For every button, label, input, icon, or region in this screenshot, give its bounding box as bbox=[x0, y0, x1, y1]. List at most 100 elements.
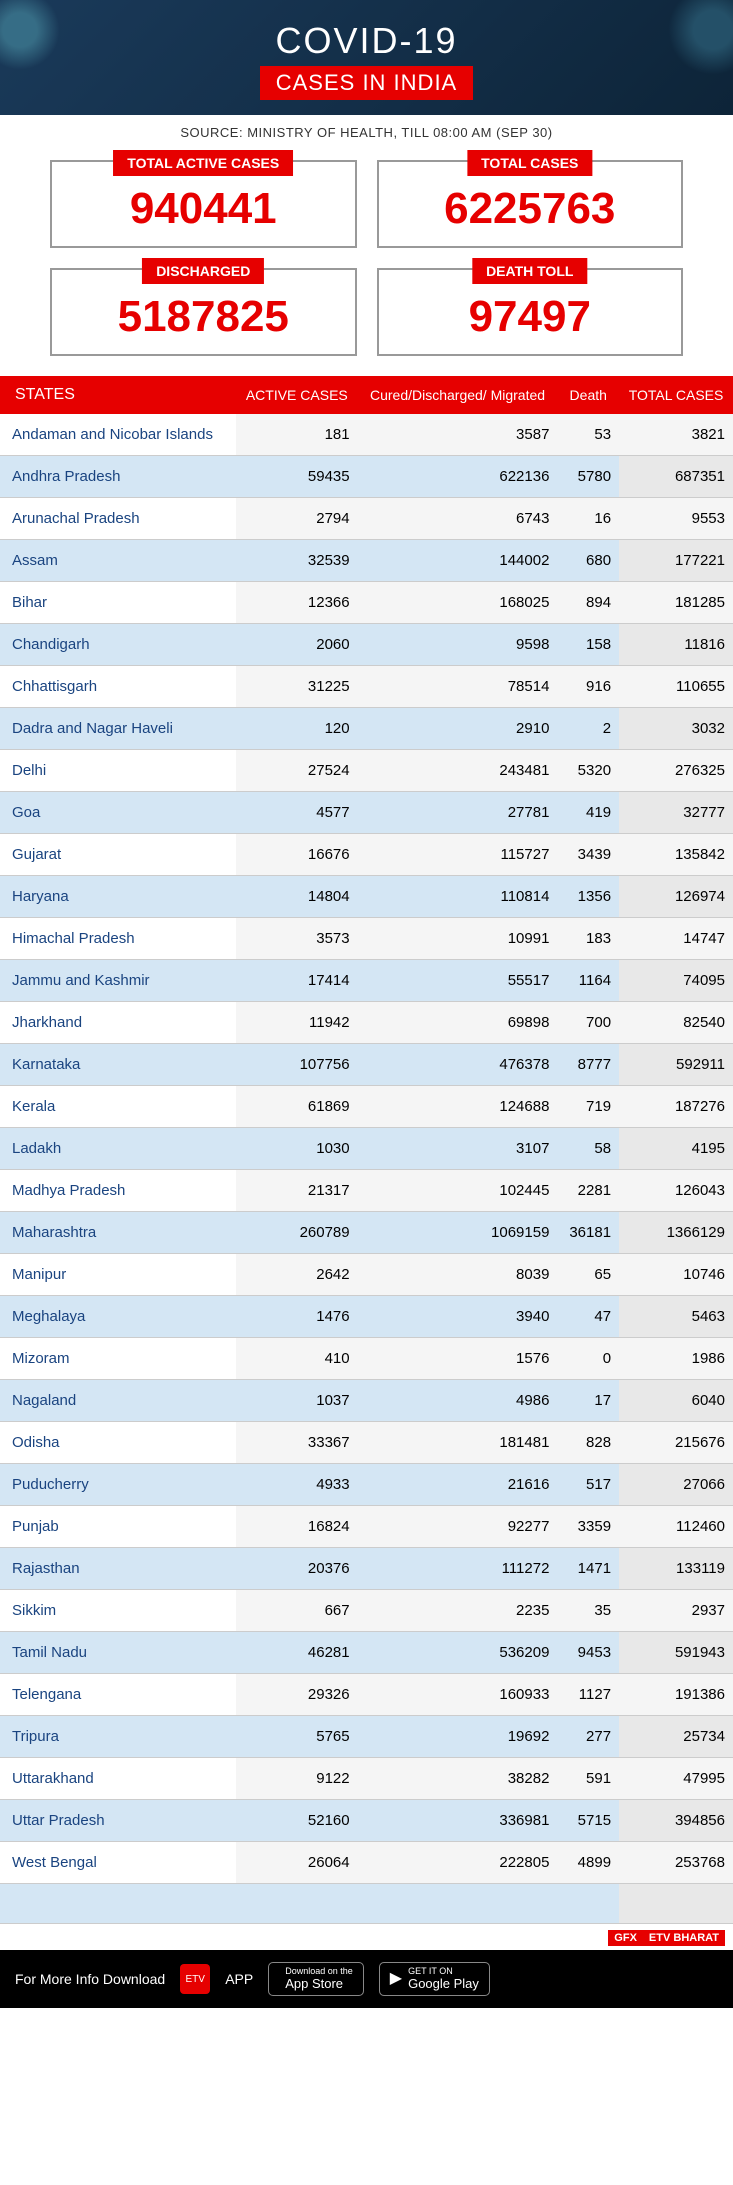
cell-value: 622136 bbox=[358, 456, 558, 498]
table-row: Punjab16824922773359112460 bbox=[0, 1506, 733, 1548]
cell-value: 700 bbox=[557, 1002, 619, 1044]
state-name: Puducherry bbox=[0, 1464, 236, 1506]
cell-value: 32539 bbox=[236, 540, 358, 582]
cell-value: 187276 bbox=[619, 1086, 733, 1128]
cell-value: 20376 bbox=[236, 1548, 358, 1590]
cell-value: 14804 bbox=[236, 876, 358, 918]
cell-value: 27066 bbox=[619, 1464, 733, 1506]
cell-value: 4195 bbox=[619, 1128, 733, 1170]
cell-value: 1576 bbox=[358, 1338, 558, 1380]
cell-value: 126043 bbox=[619, 1170, 733, 1212]
cell-value: 21616 bbox=[358, 1464, 558, 1506]
table-row: Tripura57651969227725734 bbox=[0, 1716, 733, 1758]
stats-grid: TOTAL ACTIVE CASES940441TOTAL CASES62257… bbox=[0, 150, 733, 376]
cell-value: 177221 bbox=[619, 540, 733, 582]
stat-label: TOTAL CASES bbox=[467, 150, 592, 176]
cell-value: 6040 bbox=[619, 1380, 733, 1422]
cell-value: 92277 bbox=[358, 1506, 558, 1548]
cell-value: 3821 bbox=[619, 414, 733, 456]
table-row: Assam32539144002680177221 bbox=[0, 540, 733, 582]
cell-value: 419 bbox=[557, 792, 619, 834]
state-name: Assam bbox=[0, 540, 236, 582]
cell-value: 133119 bbox=[619, 1548, 733, 1590]
cell-value: 2 bbox=[557, 708, 619, 750]
table-row: Bihar12366168025894181285 bbox=[0, 582, 733, 624]
header-banner: COVID-19 CASES IN INDIA bbox=[0, 0, 733, 115]
cell-value: 4986 bbox=[358, 1380, 558, 1422]
cell-value: 680 bbox=[557, 540, 619, 582]
cell-value: 65 bbox=[557, 1254, 619, 1296]
cell-value: 38282 bbox=[358, 1758, 558, 1800]
state-name: Ladakh bbox=[0, 1128, 236, 1170]
state-name: Telengana bbox=[0, 1674, 236, 1716]
cell-value: 719 bbox=[557, 1086, 619, 1128]
cell-value: 2794 bbox=[236, 498, 358, 540]
cell-value: 276325 bbox=[619, 750, 733, 792]
cell-value: 3587 bbox=[358, 414, 558, 456]
cell-value: 3439 bbox=[557, 834, 619, 876]
cell-value: 120 bbox=[236, 708, 358, 750]
stat-box: TOTAL ACTIVE CASES940441 bbox=[50, 160, 357, 248]
cell-value bbox=[236, 1884, 358, 1924]
column-header: ACTIVE CASES bbox=[236, 376, 358, 414]
googleplay-button[interactable]: ▶ GET IT ONGoogle Play bbox=[379, 1962, 490, 1996]
cell-value: 1366129 bbox=[619, 1212, 733, 1254]
cell-value: 517 bbox=[557, 1464, 619, 1506]
state-name: Sikkim bbox=[0, 1590, 236, 1632]
table-row: Haryana148041108141356126974 bbox=[0, 876, 733, 918]
cell-value: 112460 bbox=[619, 1506, 733, 1548]
cell-value: 110655 bbox=[619, 666, 733, 708]
cell-value: 35 bbox=[557, 1590, 619, 1632]
state-name: Manipur bbox=[0, 1254, 236, 1296]
state-name: Gujarat bbox=[0, 834, 236, 876]
table-row: Delhi275242434815320276325 bbox=[0, 750, 733, 792]
table-row bbox=[0, 1884, 733, 1924]
gfx-credit: GFXETV BHARAT bbox=[0, 1924, 733, 1950]
column-header: STATES bbox=[0, 376, 236, 414]
cell-value: 181481 bbox=[358, 1422, 558, 1464]
cell-value: 168025 bbox=[358, 582, 558, 624]
cell-value: 36181 bbox=[557, 1212, 619, 1254]
cell-value: 58 bbox=[557, 1128, 619, 1170]
cell-value: 336981 bbox=[358, 1800, 558, 1842]
state-name: West Bengal bbox=[0, 1842, 236, 1884]
column-header: Cured/Discharged/ Migrated bbox=[358, 376, 558, 414]
appstore-button[interactable]: Download on theApp Store bbox=[268, 1962, 364, 1996]
play-icon: ▶ bbox=[390, 1970, 402, 1988]
table-row: Jharkhand119426989870082540 bbox=[0, 1002, 733, 1044]
cell-value: 160933 bbox=[358, 1674, 558, 1716]
cell-value: 16676 bbox=[236, 834, 358, 876]
cell-value: 78514 bbox=[358, 666, 558, 708]
cell-value: 17414 bbox=[236, 960, 358, 1002]
cell-value: 2281 bbox=[557, 1170, 619, 1212]
state-name: Tripura bbox=[0, 1716, 236, 1758]
cell-value: 61869 bbox=[236, 1086, 358, 1128]
state-name: Goa bbox=[0, 792, 236, 834]
stat-label: DEATH TOLL bbox=[472, 258, 587, 284]
stat-value: 97497 bbox=[389, 295, 672, 339]
cell-value: 1986 bbox=[619, 1338, 733, 1380]
state-name: Mizoram bbox=[0, 1338, 236, 1380]
cell-value: 32777 bbox=[619, 792, 733, 834]
cell-value: 33367 bbox=[236, 1422, 358, 1464]
cell-value: 2937 bbox=[619, 1590, 733, 1632]
cell-value: 2235 bbox=[358, 1590, 558, 1632]
footer-bar: For More Info Download ETV APP Download … bbox=[0, 1950, 733, 2008]
table-row: Andaman and Nicobar Islands1813587533821 bbox=[0, 414, 733, 456]
cell-value: 31225 bbox=[236, 666, 358, 708]
cell-value: 47 bbox=[557, 1296, 619, 1338]
state-name: Meghalaya bbox=[0, 1296, 236, 1338]
stat-label: TOTAL ACTIVE CASES bbox=[113, 150, 293, 176]
cell-value bbox=[619, 1884, 733, 1924]
table-row: Uttar Pradesh521603369815715394856 bbox=[0, 1800, 733, 1842]
cell-value: 215676 bbox=[619, 1422, 733, 1464]
table-row: Manipur264280396510746 bbox=[0, 1254, 733, 1296]
table-row: Rajasthan203761112721471133119 bbox=[0, 1548, 733, 1590]
cell-value: 1471 bbox=[557, 1548, 619, 1590]
cell-value: 111272 bbox=[358, 1548, 558, 1590]
cell-value: 124688 bbox=[358, 1086, 558, 1128]
cell-value: 10746 bbox=[619, 1254, 733, 1296]
table-row: Karnataka1077564763788777592911 bbox=[0, 1044, 733, 1086]
cell-value: 55517 bbox=[358, 960, 558, 1002]
table-row: Odisha33367181481828215676 bbox=[0, 1422, 733, 1464]
